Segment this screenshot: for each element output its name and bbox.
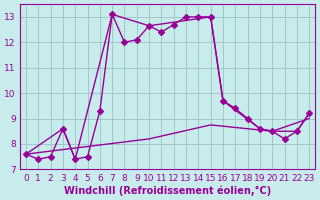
- X-axis label: Windchill (Refroidissement éolien,°C): Windchill (Refroidissement éolien,°C): [64, 185, 271, 196]
